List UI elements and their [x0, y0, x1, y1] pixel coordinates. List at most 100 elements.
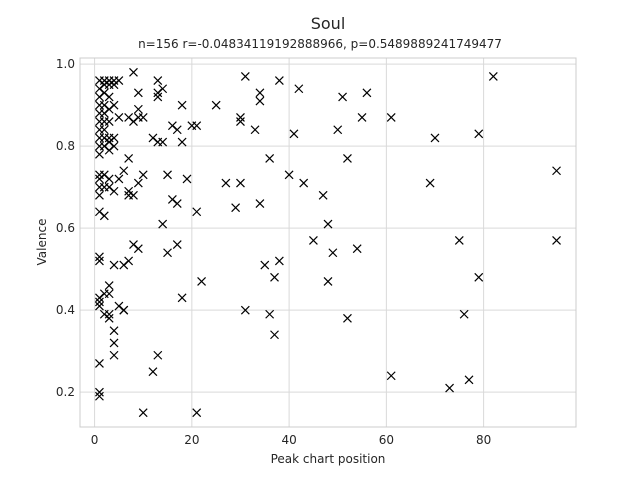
data-point: [153, 92, 163, 102]
data-point: [474, 129, 484, 139]
data-point: [158, 137, 168, 147]
x-tick-label: 20: [184, 433, 199, 447]
data-point: [289, 129, 299, 139]
data-point: [163, 248, 172, 258]
data-point: [172, 199, 182, 208]
data-point: [386, 113, 396, 122]
data-point: [133, 178, 143, 188]
data-point: [153, 350, 163, 360]
data-point: [294, 84, 304, 94]
data-point: [192, 207, 202, 217]
data-point: [328, 248, 338, 258]
data-point: [265, 154, 275, 163]
data-point: [299, 178, 309, 188]
data-point: [240, 305, 250, 315]
data-point: [153, 76, 163, 85]
data-point: [138, 408, 148, 418]
data-point: [95, 149, 104, 159]
x-tick-label: 60: [379, 433, 394, 447]
data-point: [474, 272, 484, 282]
data-point: [95, 256, 104, 266]
y-tick-label: 1.0: [56, 57, 75, 71]
data-point: [104, 92, 114, 102]
data-point: [357, 113, 367, 122]
chart-title: Soul: [311, 14, 346, 33]
data-point: [124, 154, 134, 163]
data-point: [124, 256, 134, 266]
y-tick-label: 0.6: [56, 221, 75, 235]
data-point: [250, 125, 260, 135]
data-point: [464, 375, 474, 385]
data-point: [552, 166, 561, 176]
data-point: [109, 350, 119, 360]
data-point: [177, 293, 187, 303]
plot-frame: [79, 57, 577, 428]
data-point: [323, 277, 333, 286]
data-point: [270, 330, 279, 340]
data-point: [109, 326, 119, 336]
data-point: [211, 100, 221, 110]
data-point: [114, 113, 124, 122]
data-point: [172, 240, 182, 249]
data-point: [104, 309, 114, 319]
data-point: [104, 174, 114, 184]
data-point: [192, 121, 202, 131]
data-point: [99, 125, 109, 135]
data-point: [172, 125, 182, 135]
grid-lines: [80, 58, 576, 427]
chart-subtitle: n=156 r=-0.04834119192888966, p=0.548988…: [138, 37, 502, 51]
x-axis-label: Peak chart position: [271, 452, 386, 466]
data-point: [148, 367, 158, 377]
data-point: [308, 236, 318, 245]
x-tick-label: 80: [476, 433, 491, 447]
y-axis-label: Valence: [35, 219, 49, 266]
data-point: [352, 244, 362, 254]
data-point: [129, 190, 138, 200]
data-point: [260, 260, 270, 270]
data-point: [95, 190, 104, 200]
data-point: [133, 88, 143, 98]
data-point: [459, 309, 469, 319]
data-point: [445, 383, 454, 393]
data-point: [129, 67, 138, 77]
data-point: [138, 170, 148, 180]
data-point: [119, 305, 129, 315]
data-point: [274, 76, 284, 85]
y-tick-label: 0.2: [56, 385, 75, 399]
data-point: [255, 96, 265, 106]
data-point: [177, 100, 187, 110]
data-point: [488, 72, 498, 81]
data-point: [163, 170, 172, 180]
data-point: [236, 178, 245, 188]
x-tick-label: 40: [281, 433, 296, 447]
data-point: [221, 178, 231, 188]
data-point: [386, 371, 396, 381]
data-point: [95, 301, 104, 311]
data-point: [338, 92, 348, 102]
data-point: [158, 219, 168, 229]
data-point: [104, 289, 114, 299]
data-point: [430, 133, 440, 143]
data-point: [109, 133, 119, 143]
data-point: [95, 359, 104, 368]
data-point: [95, 387, 104, 397]
data-point: [255, 199, 265, 208]
scatter-points: [95, 67, 561, 418]
data-point: [343, 313, 352, 323]
data-point: [323, 219, 333, 229]
data-point: [270, 272, 279, 282]
data-point: [425, 178, 435, 188]
x-tick-label: 0: [91, 433, 99, 447]
data-point: [343, 154, 352, 163]
data-point: [255, 88, 265, 98]
data-point: [109, 141, 119, 151]
data-point: [114, 76, 124, 85]
data-point: [109, 260, 119, 270]
data-point: [274, 256, 284, 266]
x-axis-ticks: 0 20 40 60 80: [91, 433, 491, 447]
data-point: [95, 297, 104, 307]
data-point: [362, 88, 372, 98]
data-point: [138, 113, 148, 122]
data-point: [265, 309, 275, 319]
data-point: [95, 252, 104, 262]
